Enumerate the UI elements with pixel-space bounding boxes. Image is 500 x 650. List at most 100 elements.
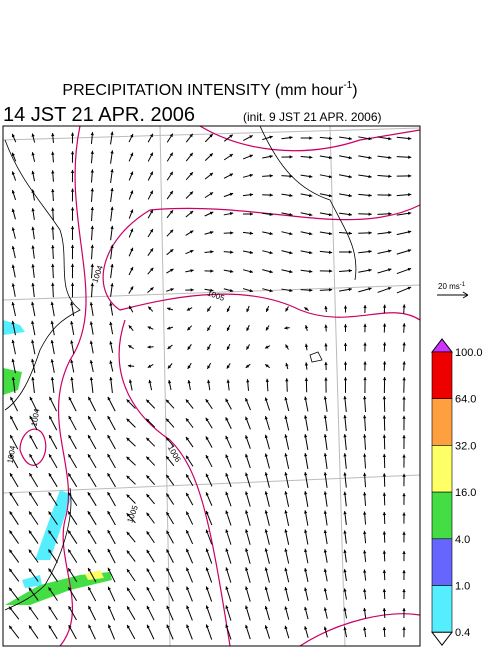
wind-arrowhead	[31, 358, 35, 363]
wind-arrowhead	[205, 417, 209, 422]
colorbar: 100.0 64.0 32.0 16.0 4.0 1.0 0.4	[430, 338, 483, 647]
wind-arrowhead	[407, 230, 412, 234]
wind-arrowhead	[128, 379, 133, 383]
wind-arrowhead	[323, 607, 328, 611]
wind-arrowhead	[269, 174, 273, 178]
wind-arrowhead	[150, 287, 154, 291]
colorbar-label: 100.0	[455, 347, 483, 359]
wind-arrowhead	[309, 174, 313, 179]
wind-arrowhead	[68, 587, 72, 591]
wind-arrowhead	[146, 399, 150, 404]
wind-arrowhead	[29, 454, 33, 458]
wind-arrowhead	[348, 136, 352, 141]
wind-arrowhead	[186, 567, 190, 572]
wind-arrowhead	[209, 230, 214, 235]
wind-arrowhead	[343, 472, 347, 476]
wind-arrowhead	[109, 321, 113, 326]
wind-arrowhead	[402, 589, 406, 593]
wind-arrowhead	[363, 305, 367, 309]
wind-arrowhead	[146, 437, 150, 442]
wind-arrowhead	[51, 133, 55, 137]
wind-arrowhead	[70, 321, 74, 325]
wind-arrowhead	[146, 512, 150, 517]
wind-arrowhead	[210, 269, 214, 273]
wind-arrowhead	[169, 229, 174, 234]
wind-arrowhead	[166, 512, 170, 516]
wind-arrowhead	[207, 365, 211, 369]
wind-arrowhead	[269, 212, 273, 216]
wind-arrowhead	[205, 455, 209, 459]
wind-arrowhead	[126, 569, 131, 573]
wind-arrowhead	[368, 193, 372, 198]
wind-arrowhead	[166, 456, 170, 460]
wind-arrowhead	[323, 549, 328, 553]
wind-arrowhead	[70, 188, 75, 192]
wind-arrowhead	[363, 453, 367, 457]
wind-arrowhead	[90, 188, 94, 192]
wind-arrowhead	[323, 434, 328, 438]
wind-arrowhead	[388, 212, 392, 216]
wind-arrowhead	[289, 231, 293, 236]
wind-arrowhead	[167, 326, 171, 330]
wind-arrowhead	[368, 231, 372, 235]
wind-arrowhead	[185, 418, 190, 422]
wind-arrowhead	[68, 549, 72, 553]
wind-arrowhead	[186, 307, 191, 311]
wind-arrowhead	[126, 531, 130, 536]
wind-arrowhead	[126, 475, 130, 480]
wind-arrowhead	[9, 625, 13, 630]
wind-arrowhead	[245, 529, 249, 533]
wind-arrowhead	[107, 605, 112, 610]
wind-arrowhead	[169, 133, 173, 138]
wind-arrowhead	[209, 172, 213, 177]
colorbar-under	[430, 631, 454, 647]
wind-arrowhead	[324, 324, 328, 328]
wind-arrowhead	[87, 530, 91, 534]
wind-arrowhead	[329, 269, 333, 273]
wind-arrowhead	[107, 435, 111, 439]
wind-arrowhead	[249, 288, 253, 293]
wind-arrowhead	[245, 605, 249, 609]
wind-arrowhead	[166, 418, 170, 422]
wind-arrowhead	[146, 587, 150, 591]
wind-arrowhead	[363, 550, 367, 554]
wind-arrowhead	[284, 529, 288, 533]
wind-arrowhead	[48, 606, 52, 610]
wind-arrowhead	[249, 212, 254, 216]
wind-arrowhead	[207, 379, 211, 384]
wind-arrowhead	[245, 567, 249, 571]
wind-arrowhead	[146, 456, 150, 460]
wind-arrowhead	[363, 492, 367, 496]
wind-arrowhead	[284, 606, 288, 610]
wind-arrowhead	[289, 250, 293, 255]
wind-arrowhead	[70, 263, 75, 267]
wind-arrowhead	[68, 511, 72, 515]
wind-arrowhead	[186, 474, 190, 478]
wind-arrowhead	[149, 248, 154, 252]
wind-arrowhead	[343, 415, 347, 419]
wind-arrowhead	[304, 472, 308, 476]
wind-arrowhead	[387, 287, 392, 291]
wind-arrowhead	[324, 305, 328, 310]
wind-arrowhead	[70, 359, 74, 363]
wind-arrowhead	[126, 418, 130, 422]
wind-arrowhead	[87, 454, 91, 458]
wind-arrowhead	[328, 231, 333, 236]
wind-arrowhead	[348, 287, 352, 292]
wind-arrowhead	[284, 567, 288, 572]
wind-arrowhead	[207, 308, 211, 312]
wind-arrowhead	[225, 605, 229, 609]
isobar	[118, 319, 231, 647]
wind-arrowhead	[343, 511, 347, 515]
coastline	[309, 351, 323, 363]
wind-arrowhead	[70, 207, 75, 211]
wind-arrowhead	[186, 624, 190, 628]
wind-arrowhead	[149, 190, 153, 195]
wind-arrowhead	[382, 569, 387, 573]
wind-arrowhead	[110, 206, 114, 211]
wind-arrowhead	[11, 339, 15, 344]
wind-arrowhead	[70, 377, 74, 381]
wind-arrowhead	[9, 492, 13, 496]
wind-arrowhead	[304, 377, 309, 381]
wind-arrowhead	[146, 605, 150, 610]
